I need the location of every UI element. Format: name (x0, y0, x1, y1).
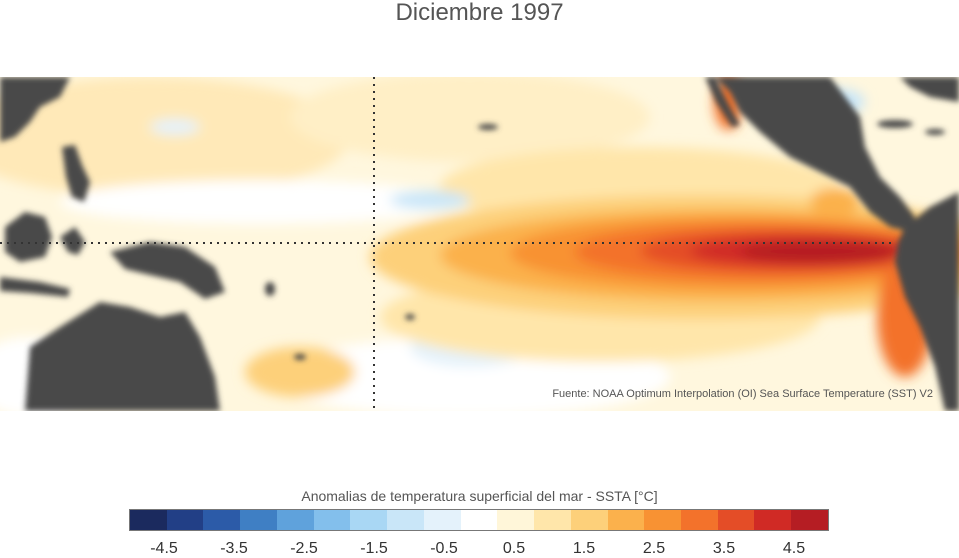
colorbar-cell (681, 510, 718, 530)
colorbar-tick-label: 4.5 (782, 540, 806, 557)
colorbar-cell (791, 510, 828, 530)
cool-patch-west (150, 119, 200, 135)
colorbar-cell (570, 510, 608, 530)
colorbar-cell (754, 510, 792, 530)
colorbar-tick-label: 1.5 (572, 540, 596, 557)
colorbar-title: Anomalias de temperatura superficial del… (301, 488, 658, 504)
warm-patch-west-north (0, 77, 350, 197)
colorbar-cell (534, 510, 571, 530)
colorbar-cell (350, 510, 388, 530)
colorbar-ticks: -4.5 -3.5 -2.5 -1.5 -0.5 0.5 1.5 2.5 3.5 4.5 (129, 540, 829, 557)
colorbar (129, 509, 829, 531)
colorbar-cell (313, 510, 351, 530)
land-cuba (877, 120, 913, 128)
colorbar-tick-label: -3.5 (220, 540, 248, 557)
colorbar-tick-label: 3.5 (712, 540, 736, 557)
neutral-band-north (60, 180, 460, 224)
land-island-pacific-2 (265, 282, 275, 296)
land-baja (705, 77, 740, 127)
colorbar-cell (240, 510, 277, 530)
land-asia (0, 77, 70, 142)
land-island-pacific-3 (294, 354, 306, 360)
cool-patch-equatorial (390, 191, 470, 209)
colorbar-cell (717, 510, 755, 530)
source-credit: Fuente: NOAA Optimum Interpolation (OI) … (552, 388, 933, 400)
colorbar-tick-label: -2.5 (290, 540, 318, 557)
colorbar-cell (497, 510, 535, 530)
land-north-america (715, 77, 915, 232)
colorbar-cell (166, 510, 204, 530)
land-florida (900, 77, 959, 102)
colorbar-tick-label: -4.5 (150, 540, 178, 557)
colorbar-cell (276, 510, 314, 530)
land-australia (25, 302, 220, 411)
warm-central-america (810, 188, 860, 216)
colorbar-tick-label: 0.5 (502, 540, 526, 557)
warm-patch-southwest (245, 347, 355, 397)
land-philippines (62, 145, 90, 202)
land-sulawesi (60, 227, 85, 255)
colorbar-cell (423, 510, 461, 530)
land-south-america (895, 192, 959, 411)
land-java (0, 277, 70, 297)
colorbar-cell (460, 510, 498, 530)
colorbar-cell (387, 510, 424, 530)
colorbar-cell (203, 510, 241, 530)
land-island-hawaii (478, 124, 498, 130)
colorbar-cell (607, 510, 645, 530)
land-new-guinea (110, 242, 225, 299)
nino-tongue-core (740, 241, 900, 263)
land-island-pacific-1 (405, 314, 415, 320)
ssta-map (0, 77, 959, 411)
anomaly-field (0, 77, 959, 411)
warm-patch-central-north (290, 77, 650, 162)
land-hispaniola (925, 129, 945, 135)
colorbar-cell (644, 510, 682, 530)
colorbar-tick-label: -1.5 (360, 540, 388, 557)
map-title: Diciembre 1997 (395, 0, 564, 26)
land-borneo (5, 212, 52, 262)
colorbar-tick-label: -0.5 (430, 540, 458, 557)
colorbar-cell (130, 510, 167, 530)
colorbar-tick-label: 2.5 (642, 540, 666, 557)
land-masses (0, 77, 959, 411)
